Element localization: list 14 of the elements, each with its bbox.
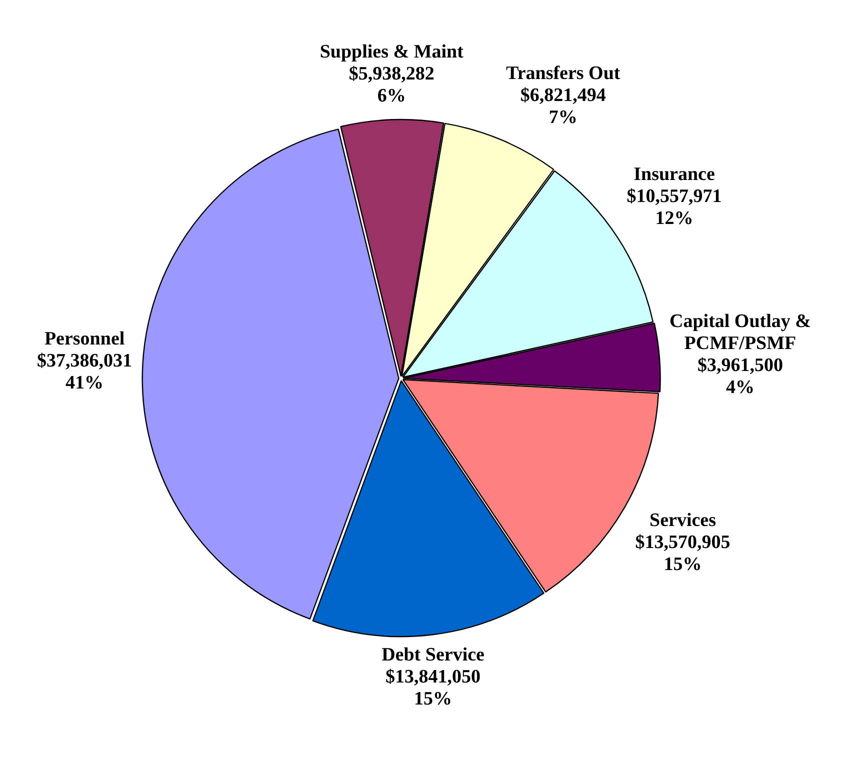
slice-label: Capital Outlay & PCMF/PSMF <box>670 310 811 354</box>
slice-label: Transfers Out <box>506 62 621 84</box>
data-label: $10,557,971 12% <box>626 186 722 229</box>
data-label: $13,570,905 15% <box>635 532 730 575</box>
data-label: $3,961,500 4% <box>697 354 783 398</box>
slice-label: Insurance <box>634 164 715 185</box>
data-label: $5,938,282 6% <box>348 64 434 107</box>
data-label: $6,821,494 7% <box>520 84 606 128</box>
data-label: $13,841,050 15% <box>386 666 481 710</box>
slice-label: Supplies & Maint <box>320 42 464 63</box>
slice-label: Personnel <box>44 328 125 350</box>
slice-label: Services <box>650 510 716 531</box>
slice-label: Debt Service <box>382 644 484 666</box>
data-label: $37,386,031 41% <box>37 350 132 394</box>
